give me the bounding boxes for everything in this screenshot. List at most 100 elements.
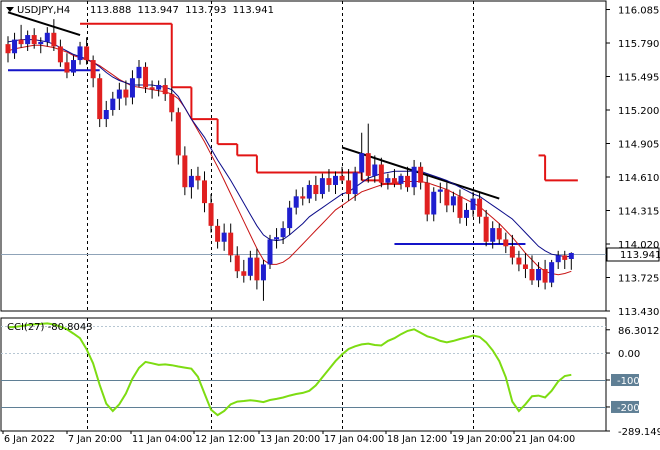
ohlc-low: 113.793 — [185, 5, 226, 16]
candle — [418, 162, 424, 190]
cci-title: CCI(27) -80.8043 — [7, 322, 93, 333]
candle — [516, 250, 522, 272]
candle-body — [509, 246, 515, 258]
candle — [319, 173, 325, 199]
candle — [84, 37, 90, 65]
candle-body — [31, 35, 37, 45]
collapse-triangle-icon[interactable] — [6, 7, 14, 12]
candle-body — [202, 180, 207, 204]
candle-body — [260, 264, 266, 281]
candle-body — [38, 41, 44, 45]
candle-body — [313, 184, 319, 195]
candle — [90, 55, 96, 88]
candle — [57, 39, 63, 67]
time-tick-label-5: 17 Jan 04:00 — [324, 434, 384, 445]
cci-axis: 86.3012 0.00 -100 -200 -289.149 — [606, 326, 660, 438]
candle — [365, 123, 371, 183]
candle — [156, 80, 162, 97]
candle-body — [464, 209, 469, 218]
candle — [254, 248, 260, 290]
candle — [372, 155, 378, 183]
price-tick-label-6: 114.315 — [618, 207, 659, 218]
candle-body — [182, 155, 188, 188]
candle-body — [450, 196, 456, 206]
candle-body — [529, 268, 535, 281]
candle-body — [247, 257, 253, 276]
candle-body — [169, 94, 175, 113]
cci-tick-label-4: -289.149 — [618, 427, 660, 438]
price-tick-label-2: 115.495 — [618, 73, 659, 84]
candle-body — [18, 39, 24, 45]
candle-body — [306, 184, 312, 199]
candle-body — [44, 32, 50, 42]
candle — [378, 157, 384, 188]
candle-body — [444, 189, 450, 206]
candle — [287, 200, 293, 235]
candle-body — [175, 112, 181, 156]
candle — [359, 132, 365, 181]
candle-body — [562, 255, 568, 260]
candle-body — [97, 78, 103, 120]
candle-body — [398, 175, 404, 184]
candle — [437, 182, 443, 204]
cci-level-badge-2 — [611, 374, 639, 387]
candle-body — [64, 62, 70, 73]
candle — [175, 107, 181, 165]
candle — [260, 259, 266, 301]
candle — [385, 173, 391, 190]
candle-body — [431, 191, 437, 215]
chart-title: USDJPY,H4 — [17, 5, 70, 16]
candle — [293, 189, 299, 215]
candle-body — [228, 232, 234, 256]
candle — [188, 169, 194, 199]
candle-body — [162, 85, 168, 95]
last-price-label: 113.941 — [620, 250, 660, 261]
candle — [195, 166, 201, 190]
candle — [129, 70, 135, 105]
candle-body — [103, 110, 109, 120]
candle — [326, 169, 332, 192]
time-tick-label-0: 6 Jan 2022 — [4, 434, 55, 445]
candle — [143, 62, 149, 93]
candle — [71, 55, 76, 76]
candle — [470, 191, 476, 217]
time-tick-label-2: 11 Jan 04:00 — [132, 434, 192, 445]
candle-body — [143, 66, 149, 88]
candle — [424, 175, 430, 222]
ohlc-close: 113.941 — [233, 5, 274, 16]
price-tick-label-0: 116.085 — [618, 6, 659, 17]
candle — [391, 169, 397, 188]
candle-body — [490, 228, 496, 242]
candle — [339, 166, 345, 184]
cci-vertical-date-lines — [87, 318, 474, 431]
candle-body — [188, 175, 194, 188]
candle-body — [254, 257, 260, 281]
candle — [490, 221, 496, 249]
candle — [234, 246, 240, 279]
candle-body — [136, 66, 142, 79]
candle — [346, 169, 352, 201]
candle-body — [333, 175, 338, 185]
candle — [110, 91, 116, 116]
time-tick-label-4: 13 Jan 20:00 — [260, 434, 320, 445]
candle-body — [274, 237, 280, 240]
candle — [411, 159, 417, 196]
candle — [221, 223, 227, 251]
candle-body — [319, 178, 325, 195]
candle — [274, 228, 280, 249]
candle — [503, 232, 509, 254]
candle-body — [300, 196, 306, 199]
price-panel — [0, 0, 607, 312]
candle — [522, 253, 528, 279]
candle — [12, 32, 18, 59]
candle — [405, 166, 411, 192]
candle — [228, 223, 234, 263]
time-tick-label-8: 21 Jan 04:00 — [515, 434, 575, 445]
candle-body — [457, 196, 463, 218]
candle — [77, 41, 83, 65]
candle — [464, 203, 469, 226]
candle-body — [391, 178, 397, 184]
candle — [306, 180, 312, 204]
candle — [398, 173, 404, 190]
candle-body — [378, 164, 384, 183]
